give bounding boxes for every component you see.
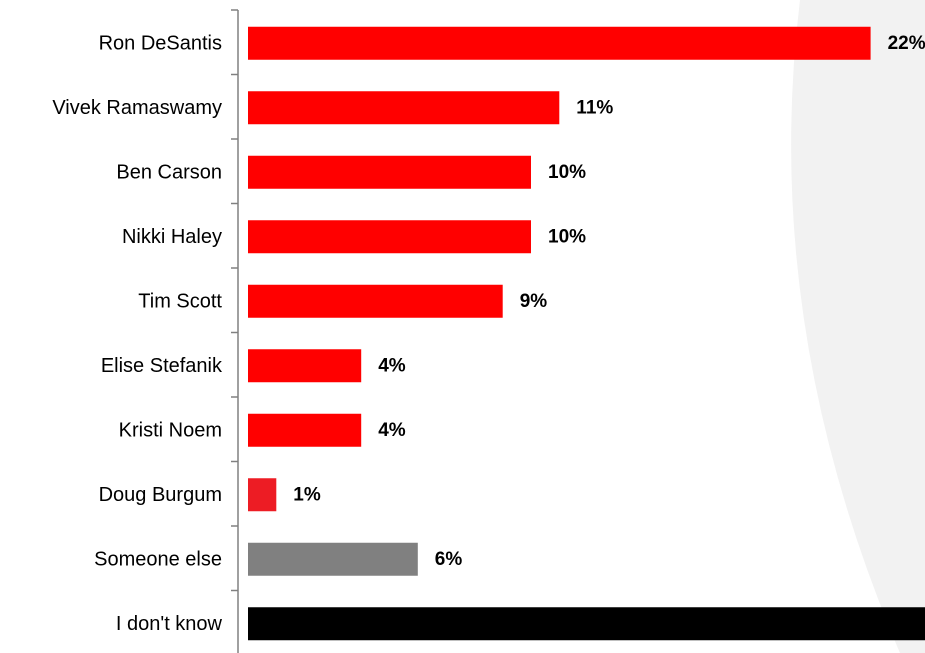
category-label: Tim Scott <box>138 290 222 312</box>
bars-layer <box>248 26 925 641</box>
value-label: 10% <box>548 226 586 247</box>
category-label: Ben Carson <box>116 161 222 183</box>
bar-2 <box>248 155 531 189</box>
category-label: Doug Burgum <box>99 484 222 506</box>
value-label: 4% <box>378 355 406 376</box>
bar-6 <box>248 413 362 447</box>
value-label: 11% <box>576 97 613 118</box>
bar-4 <box>248 284 503 318</box>
bar-0 <box>248 26 871 60</box>
labels-layer: Ron DeSantis 22% Vivek Ramaswamy 11% Ben Car… <box>52 32 925 635</box>
bar-5 <box>248 349 362 383</box>
category-label: Elise Stefanik <box>101 355 223 377</box>
value-label: 9% <box>520 291 548 312</box>
bar-3 <box>248 220 531 254</box>
category-label: Nikki Haley <box>122 226 222 248</box>
value-label: 1% <box>293 484 321 505</box>
category-label: Someone else <box>94 548 222 570</box>
bar-7 <box>248 478 277 512</box>
bar-8 <box>248 542 418 576</box>
category-label: I don't know <box>116 613 223 635</box>
axis-layer <box>231 9 239 653</box>
category-label: Ron DeSantis <box>99 32 222 54</box>
value-label: 4% <box>378 420 406 441</box>
value-label: 6% <box>435 549 463 570</box>
value-label: 10% <box>548 162 586 183</box>
bar-9 <box>248 607 925 641</box>
bar-1 <box>248 91 560 125</box>
category-label: Kristi Noem <box>119 419 222 441</box>
value-label: 22% <box>888 33 925 54</box>
category-label: Vivek Ramaswamy <box>52 97 222 119</box>
